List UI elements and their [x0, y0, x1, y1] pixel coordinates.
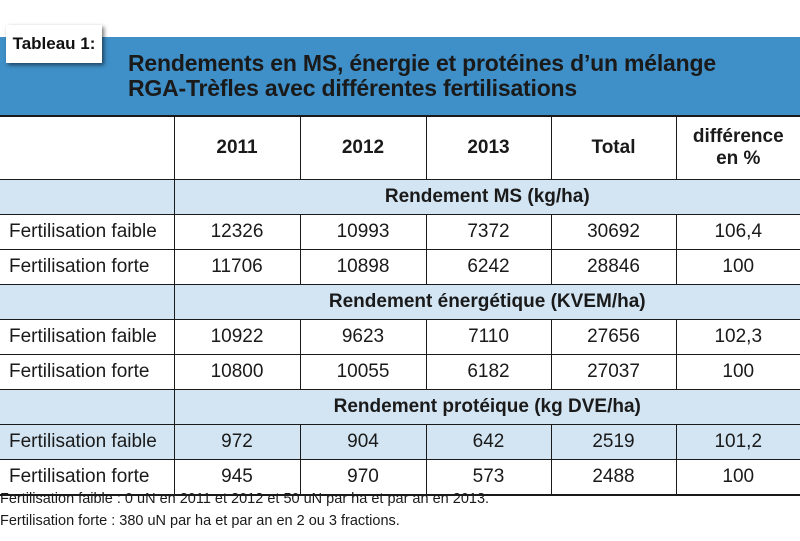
table-cell: 10898 — [299, 249, 427, 285]
table-cell: 6242 — [425, 249, 552, 285]
table-cell: 28846 — [550, 249, 677, 285]
table-title: Rendements en MS, énergie et protéines d… — [128, 51, 788, 101]
section-title: Rendement protéique (kg DVE/ha) — [173, 389, 800, 425]
table-cell: 102,3 — [675, 319, 800, 355]
section-title: Rendement énergétique (KVEM/ha) — [173, 284, 800, 320]
table-row: Fertilisation faible 10922 9623 7110 276… — [0, 319, 800, 355]
column-header: Total — [550, 115, 677, 180]
table-cell: 7372 — [425, 214, 552, 250]
column-header: 2013 — [425, 115, 552, 180]
table-cell: 6182 — [425, 354, 552, 390]
footnote: Fertilisation faible : 0 uN en 2011 et 2… — [0, 491, 490, 507]
section-blank-cell — [0, 179, 175, 215]
column-header-line: différence — [692, 126, 784, 147]
table-cell: 972 — [173, 424, 301, 460]
table-cell: 573 — [425, 459, 552, 496]
row-label: Fertilisation faible — [0, 319, 175, 355]
section-row: Rendement protéique (kg DVE/ha) — [0, 389, 800, 425]
table-cell: 10993 — [299, 214, 427, 250]
table-cell: 10055 — [299, 354, 427, 390]
table-cell: 2488 — [550, 459, 677, 496]
table-cell: 100 — [675, 354, 800, 390]
table-cell: 2519 — [550, 424, 677, 460]
table-row: Fertilisation forte 945 970 573 2488 100 — [0, 459, 800, 496]
column-header: 2012 — [299, 115, 427, 180]
header-row: 2011 2012 2013 Total différence en % — [0, 115, 800, 180]
table-cell: 642 — [425, 424, 552, 460]
section-blank-cell — [0, 284, 175, 320]
table-cell: 970 — [299, 459, 427, 496]
table-cell: 11706 — [173, 249, 301, 285]
row-label: Fertilisation faible — [0, 424, 175, 460]
table-cell: 9623 — [299, 319, 427, 355]
title-line-1: Rendements en MS, énergie et protéines d… — [128, 50, 716, 76]
column-header-line: en % — [716, 148, 761, 169]
section-row: Rendement MS (kg/ha) — [0, 179, 800, 215]
table-cell: 27037 — [550, 354, 677, 390]
table-row: Fertilisation forte 11706 10898 6242 288… — [0, 249, 800, 285]
table-cell: 100 — [675, 249, 800, 285]
table-cell: 106,4 — [675, 214, 800, 250]
section-row: Rendement énergétique (KVEM/ha) — [0, 284, 800, 320]
table-cell: 7110 — [425, 319, 552, 355]
table-cell: 945 — [173, 459, 301, 496]
title-line-2: RGA-Trèfles avec différentes fertilisati… — [128, 75, 577, 101]
table-row: Fertilisation faible 972 904 642 2519 10… — [0, 424, 800, 460]
table-cell: 100 — [675, 459, 800, 496]
table-row: Fertilisation forte 10800 10055 6182 270… — [0, 354, 800, 390]
data-table: 2011 2012 2013 Total différence en % Ren… — [0, 115, 800, 496]
table-cell: 27656 — [550, 319, 677, 355]
table-cell: 12326 — [173, 214, 301, 250]
row-label: Fertilisation faible — [0, 214, 175, 250]
table-cell: 10800 — [173, 354, 301, 390]
column-header: 2011 — [173, 115, 301, 180]
table-cell: 101,2 — [675, 424, 800, 460]
table-cell: 30692 — [550, 214, 677, 250]
row-label: Fertilisation forte — [0, 459, 175, 496]
row-label: Fertilisation forte — [0, 354, 175, 390]
table-cell: 10922 — [173, 319, 301, 355]
table-cell: 904 — [299, 424, 427, 460]
row-label: Fertilisation forte — [0, 249, 175, 285]
table-number-tag: Tableau 1: — [6, 25, 102, 63]
table-row: Fertilisation faible 12326 10993 7372 30… — [0, 214, 800, 250]
section-title: Rendement MS (kg/ha) — [173, 179, 800, 215]
section-blank-cell — [0, 389, 175, 425]
footnotes: Fertilisation faible : 0 uN en 2011 et 2… — [0, 488, 800, 532]
column-header-difference: différence en % — [675, 115, 800, 180]
header-empty-cell — [0, 115, 175, 180]
title-banner — [0, 37, 800, 115]
footnote: Fertilisation forte : 380 uN par ha et p… — [0, 513, 400, 529]
